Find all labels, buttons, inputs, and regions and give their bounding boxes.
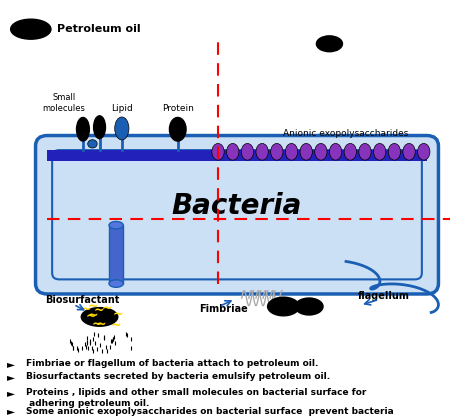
Ellipse shape	[300, 143, 312, 160]
Ellipse shape	[267, 296, 300, 317]
Ellipse shape	[344, 143, 356, 160]
Text: Some anionic exopolysaccharides on bacterial surface  prevent bacteria
 from att: Some anionic exopolysaccharides on bacte…	[26, 407, 394, 417]
Text: Small
molecules: Small molecules	[43, 93, 85, 113]
Ellipse shape	[169, 117, 187, 142]
Ellipse shape	[271, 143, 283, 160]
Text: Fimbriae: Fimbriae	[199, 304, 248, 314]
Text: Proteins , lipids and other small molecules on bacterial surface for
 adhering p: Proteins , lipids and other small molecu…	[26, 388, 366, 408]
Bar	[109, 225, 123, 284]
Text: Lipid: Lipid	[111, 103, 133, 113]
Ellipse shape	[109, 280, 123, 287]
Text: Petroleum oil: Petroleum oil	[57, 24, 140, 34]
Ellipse shape	[241, 143, 254, 160]
Text: Protein: Protein	[162, 103, 194, 113]
Ellipse shape	[374, 143, 386, 160]
Text: ~: ~	[95, 318, 106, 331]
Text: ~: ~	[112, 308, 123, 321]
Ellipse shape	[10, 19, 51, 39]
Text: Biosurfactant: Biosurfactant	[45, 295, 119, 305]
Ellipse shape	[329, 143, 342, 160]
Text: ►: ►	[7, 407, 15, 417]
Text: Anionic exopolysaccharides: Anionic exopolysaccharides	[283, 128, 409, 138]
Ellipse shape	[294, 297, 324, 316]
Text: ►: ►	[7, 359, 15, 369]
Text: flagellum: flagellum	[358, 291, 410, 301]
Text: ~: ~	[111, 319, 121, 332]
Ellipse shape	[316, 36, 342, 52]
Ellipse shape	[212, 143, 224, 160]
Text: ~: ~	[102, 302, 112, 315]
Ellipse shape	[115, 117, 129, 140]
Text: Fimbriae or flagellum of bacteria attach to petroleum oil.: Fimbriae or flagellum of bacteria attach…	[26, 359, 319, 369]
Ellipse shape	[403, 143, 415, 160]
FancyBboxPatch shape	[36, 136, 438, 294]
Ellipse shape	[109, 221, 123, 229]
Ellipse shape	[76, 117, 90, 142]
Text: Biosurfactants secreted by bacteria emulsify petroleum oil.: Biosurfactants secreted by bacteria emul…	[26, 372, 330, 381]
Text: Bacteria: Bacteria	[172, 192, 302, 221]
Text: ~: ~	[91, 318, 102, 331]
Ellipse shape	[418, 143, 430, 160]
FancyBboxPatch shape	[52, 150, 422, 279]
Ellipse shape	[315, 143, 327, 160]
Text: ~: ~	[93, 304, 104, 317]
Text: ~: ~	[88, 300, 99, 313]
FancyBboxPatch shape	[47, 150, 427, 161]
Ellipse shape	[227, 143, 239, 160]
Ellipse shape	[256, 143, 268, 160]
Text: ~: ~	[81, 303, 91, 316]
Ellipse shape	[388, 143, 401, 160]
Text: ►: ►	[7, 372, 15, 382]
Ellipse shape	[285, 143, 298, 160]
Ellipse shape	[93, 115, 106, 139]
Ellipse shape	[359, 143, 371, 160]
Ellipse shape	[81, 307, 118, 327]
Text: ~: ~	[85, 310, 96, 323]
Text: ►: ►	[7, 388, 15, 398]
Ellipse shape	[88, 140, 97, 148]
Text: ~: ~	[87, 309, 98, 322]
